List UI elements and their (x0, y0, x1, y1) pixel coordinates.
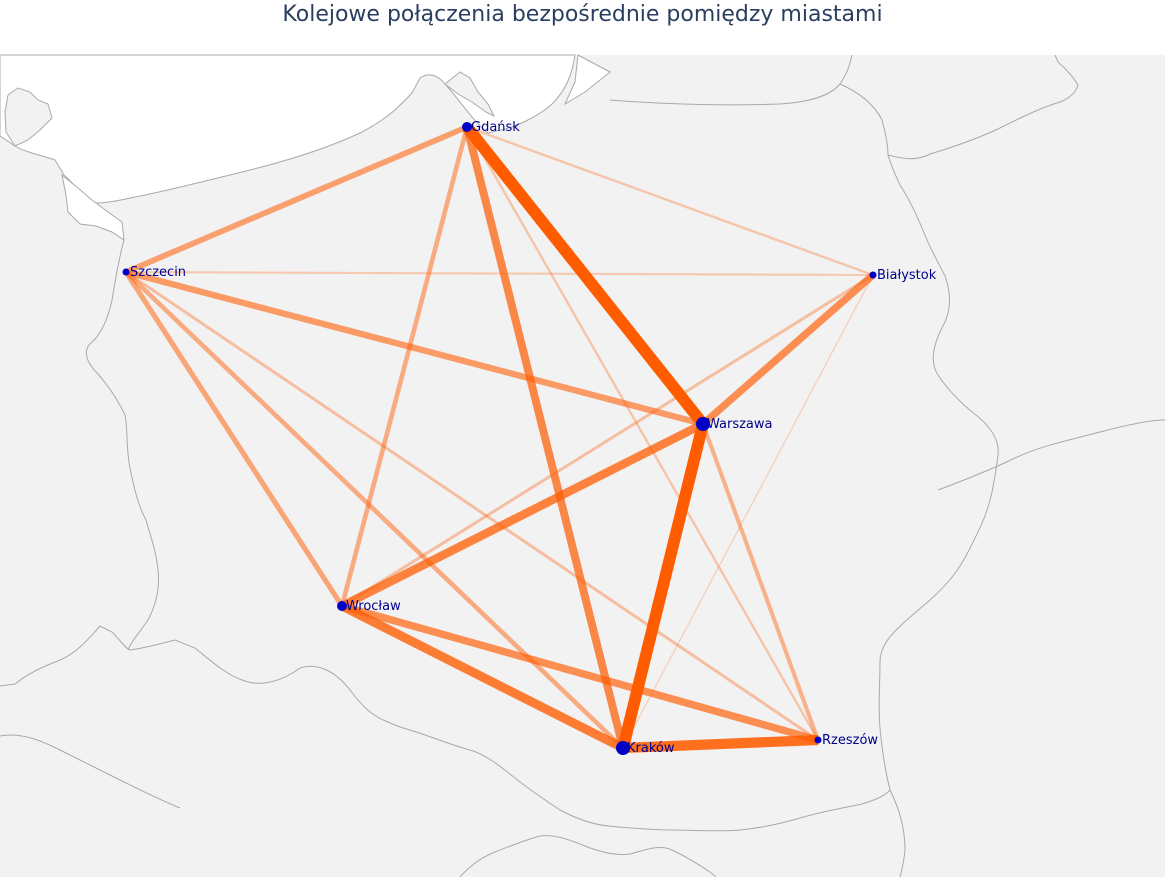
city-wroclaw[interactable]: Wrocław (337, 599, 401, 614)
city-label: Białystok (877, 268, 937, 283)
land-area (0, 55, 1165, 877)
city-szczecin[interactable]: Szczecin (122, 265, 187, 280)
city-label: Wrocław (346, 599, 401, 614)
edge-warszawa-bialystok[interactable] (700, 272, 876, 427)
edge-wroclaw-rzeszow[interactable] (340, 602, 820, 744)
city-label: Kraków (627, 741, 675, 756)
city-label: Szczecin (130, 265, 186, 280)
vistula-spit (563, 54, 611, 106)
edge-krakow-rzeszow[interactable] (622, 734, 819, 754)
connection-edges (123, 123, 876, 754)
city-marker[interactable] (616, 741, 630, 755)
edge-warszawa-wroclaw[interactable] (340, 420, 705, 610)
edge-szczecin-warszawa[interactable] (125, 268, 704, 428)
edge-wroclaw-krakow[interactable] (339, 601, 626, 753)
edge-szczecin-wroclaw[interactable] (123, 270, 345, 608)
border-south (424, 734, 891, 832)
border-kaliningrad-east (839, 83, 889, 156)
edge-szczecin-rzeszow[interactable] (125, 270, 819, 742)
city-label: Warszawa (707, 417, 773, 432)
city-marker[interactable] (337, 601, 347, 611)
border-kaliningrad (609, 54, 853, 106)
border-czech (0, 734, 181, 809)
island (4, 87, 53, 147)
border-east (878, 154, 999, 791)
edge-szczecin-krakow[interactable] (124, 270, 625, 750)
edge-warszawa-krakow[interactable] (617, 422, 709, 750)
city-bialystok[interactable]: Białystok (869, 268, 937, 283)
map-title: Kolejowe połączenia bezpośrednie pomiędz… (282, 2, 883, 27)
edge-gdansk-szczecin[interactable] (124, 124, 469, 275)
edge-szczecin-bialystok[interactable] (125, 270, 874, 277)
city-label: Gdańsk (471, 120, 520, 135)
edge-gdansk-warszawa[interactable] (462, 123, 708, 428)
border-north-east (887, 54, 1079, 160)
city-rzeszow[interactable]: Rzeszów (814, 733, 879, 748)
edge-warszawa-rzeszow[interactable] (701, 423, 820, 741)
city-label: Rzeszów (822, 733, 878, 748)
edge-krakow-bialystok[interactable] (622, 274, 874, 749)
edge-gdansk-wroclaw[interactable] (339, 126, 470, 607)
city-gdansk[interactable]: Gdańsk (462, 120, 520, 135)
city-krakow[interactable]: Kraków (616, 741, 675, 756)
border-slovakia-ukraine (889, 789, 906, 877)
city-marker[interactable] (122, 268, 130, 276)
border-south-west (0, 625, 426, 736)
peninsula (444, 71, 496, 118)
border-belarus-east (937, 419, 1165, 491)
city-marker[interactable] (814, 736, 822, 744)
szczecin-lagoon (61, 173, 125, 242)
edge-gdansk-bialystok[interactable] (466, 125, 874, 277)
city-nodes: Gdańsk Szczecin Białystok Warszawa Wrocław Kr… (122, 120, 937, 756)
city-marker[interactable] (696, 417, 710, 431)
city-marker[interactable] (869, 271, 877, 279)
edge-gdansk-rzeszow[interactable] (465, 126, 820, 741)
border-west (85, 239, 159, 651)
city-marker[interactable] (462, 122, 472, 132)
edge-wroclaw-bialystok[interactable] (341, 273, 874, 608)
edge-gdansk-krakow[interactable] (463, 126, 627, 749)
city-warszawa[interactable]: Warszawa (696, 417, 773, 432)
border-slovakia-hungary (459, 835, 717, 877)
